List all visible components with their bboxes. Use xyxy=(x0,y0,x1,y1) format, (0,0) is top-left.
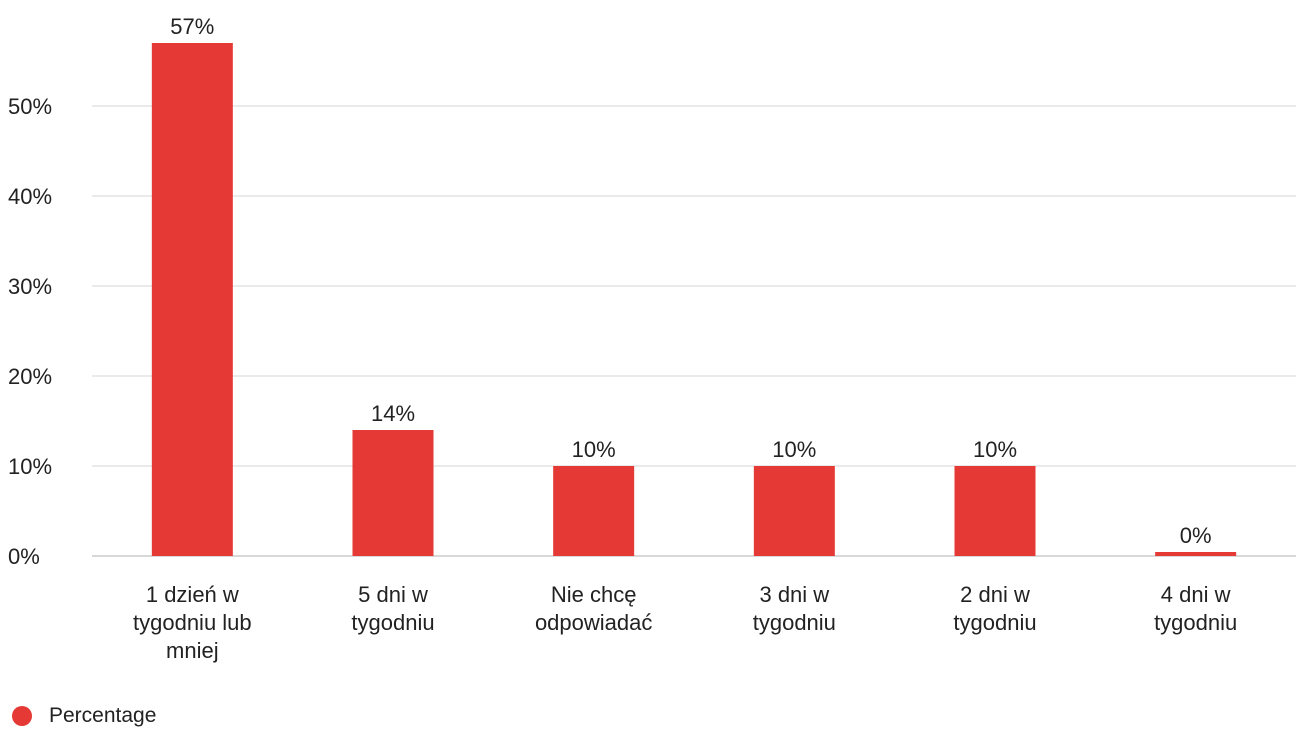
bar xyxy=(954,466,1036,556)
x-tick-label: 5 dni w xyxy=(358,582,428,607)
x-tick-label: tygodniu xyxy=(1154,610,1237,635)
data-label: 10% xyxy=(973,437,1017,462)
x-tick-label: 3 dni w xyxy=(759,582,829,607)
y-tick-label: 40% xyxy=(8,184,52,209)
bar xyxy=(753,466,835,556)
x-tick-label: 1 dzień w xyxy=(146,582,239,607)
bar xyxy=(1155,552,1237,556)
x-tick-label: Nie chcę xyxy=(551,582,637,607)
data-label: 10% xyxy=(572,437,616,462)
x-tick-label: tygodniu xyxy=(351,610,434,635)
x-tick-label: tygodniu lub xyxy=(133,610,252,635)
legend-label: Percentage xyxy=(49,704,157,727)
x-tick-label: odpowiadać xyxy=(535,610,652,635)
data-label: 10% xyxy=(772,437,816,462)
bar-chart: 0% 10% 20% 30% 40% 50% 57% 1 dzień w tygodniu lu… xyxy=(8,14,1296,663)
y-tick-label: 0% xyxy=(8,544,40,569)
data-label: 14% xyxy=(371,401,415,426)
y-tick-label: 20% xyxy=(8,364,52,389)
x-tick-label: tygodniu xyxy=(753,610,836,635)
bar xyxy=(553,466,635,556)
legend-marker xyxy=(12,706,32,726)
x-tick-label: 4 dni w xyxy=(1161,582,1231,607)
y-tick-label: 50% xyxy=(8,94,52,119)
bar xyxy=(352,430,434,556)
x-tick-label: mniej xyxy=(166,638,219,663)
bar xyxy=(151,43,233,556)
x-tick-label: tygodniu xyxy=(953,610,1036,635)
y-tick-label: 30% xyxy=(8,274,52,299)
data-label: 0% xyxy=(1180,523,1212,548)
legend: Percentage xyxy=(12,704,156,728)
y-tick-label: 10% xyxy=(8,454,52,479)
x-tick-label: 2 dni w xyxy=(960,582,1030,607)
data-label: 57% xyxy=(170,14,214,39)
